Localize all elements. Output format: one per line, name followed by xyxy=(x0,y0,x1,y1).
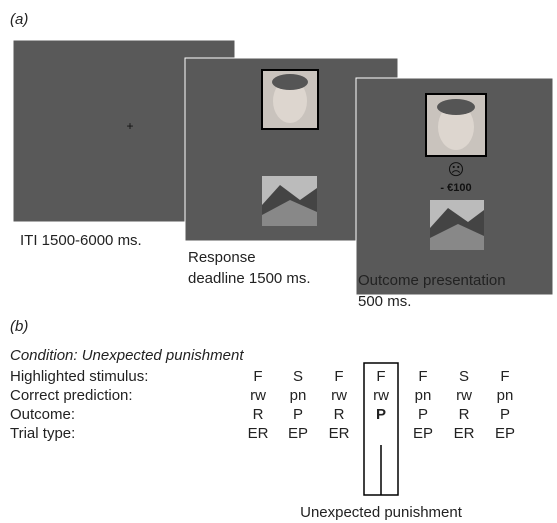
cell: F xyxy=(500,368,509,385)
face-image xyxy=(426,94,486,156)
cell: EP xyxy=(288,425,308,442)
cell: F xyxy=(418,368,427,385)
feedback-icon: ☹ xyxy=(448,162,465,179)
caption: 500 ms. xyxy=(358,293,411,310)
figure: (a) + ☹ - €100 ITI 1500-6000 ms. Response… xyxy=(0,0,557,523)
caption: Response xyxy=(188,249,256,266)
cell: R xyxy=(459,406,470,423)
cell: F xyxy=(334,368,343,385)
cell: rw xyxy=(331,387,347,404)
cell: P xyxy=(376,406,386,423)
cell: rw xyxy=(456,387,472,404)
cell: S xyxy=(459,368,469,385)
cell: P xyxy=(500,406,510,423)
feedback-text: - €100 xyxy=(440,182,471,194)
row-label: Highlighted stimulus: xyxy=(10,368,148,385)
landscape-image xyxy=(262,176,317,226)
cell: R xyxy=(334,406,345,423)
cell: P xyxy=(293,406,303,423)
face-image xyxy=(262,70,318,129)
caption: ITI 1500-6000 ms. xyxy=(20,232,142,249)
cell: ER xyxy=(329,425,350,442)
highlight-label: Unexpected punishment xyxy=(300,504,463,521)
row-label: Correct prediction: xyxy=(10,387,133,404)
cell: rw xyxy=(373,387,389,404)
cell: R xyxy=(253,406,264,423)
panel-label: (b) xyxy=(10,318,28,335)
cell: F xyxy=(376,368,385,385)
cell: pn xyxy=(497,387,514,404)
fixation: + xyxy=(126,119,133,133)
cell: ER xyxy=(454,425,475,442)
landscape-image xyxy=(430,200,484,250)
caption: Outcome presentation xyxy=(358,272,506,289)
cell: pn xyxy=(290,387,307,404)
cell: EP xyxy=(413,425,433,442)
condition: Condition: Unexpected punishment xyxy=(10,347,244,364)
cell: ER xyxy=(248,425,269,442)
panel-label: (a) xyxy=(10,11,28,28)
cell: P xyxy=(418,406,428,423)
cell: pn xyxy=(415,387,432,404)
row-label: Outcome: xyxy=(10,406,75,423)
caption: deadline 1500 ms. xyxy=(188,270,311,287)
cell: F xyxy=(253,368,262,385)
cell: S xyxy=(293,368,303,385)
row-label: Trial type: xyxy=(10,425,75,442)
cell: rw xyxy=(250,387,266,404)
cell: EP xyxy=(495,425,515,442)
